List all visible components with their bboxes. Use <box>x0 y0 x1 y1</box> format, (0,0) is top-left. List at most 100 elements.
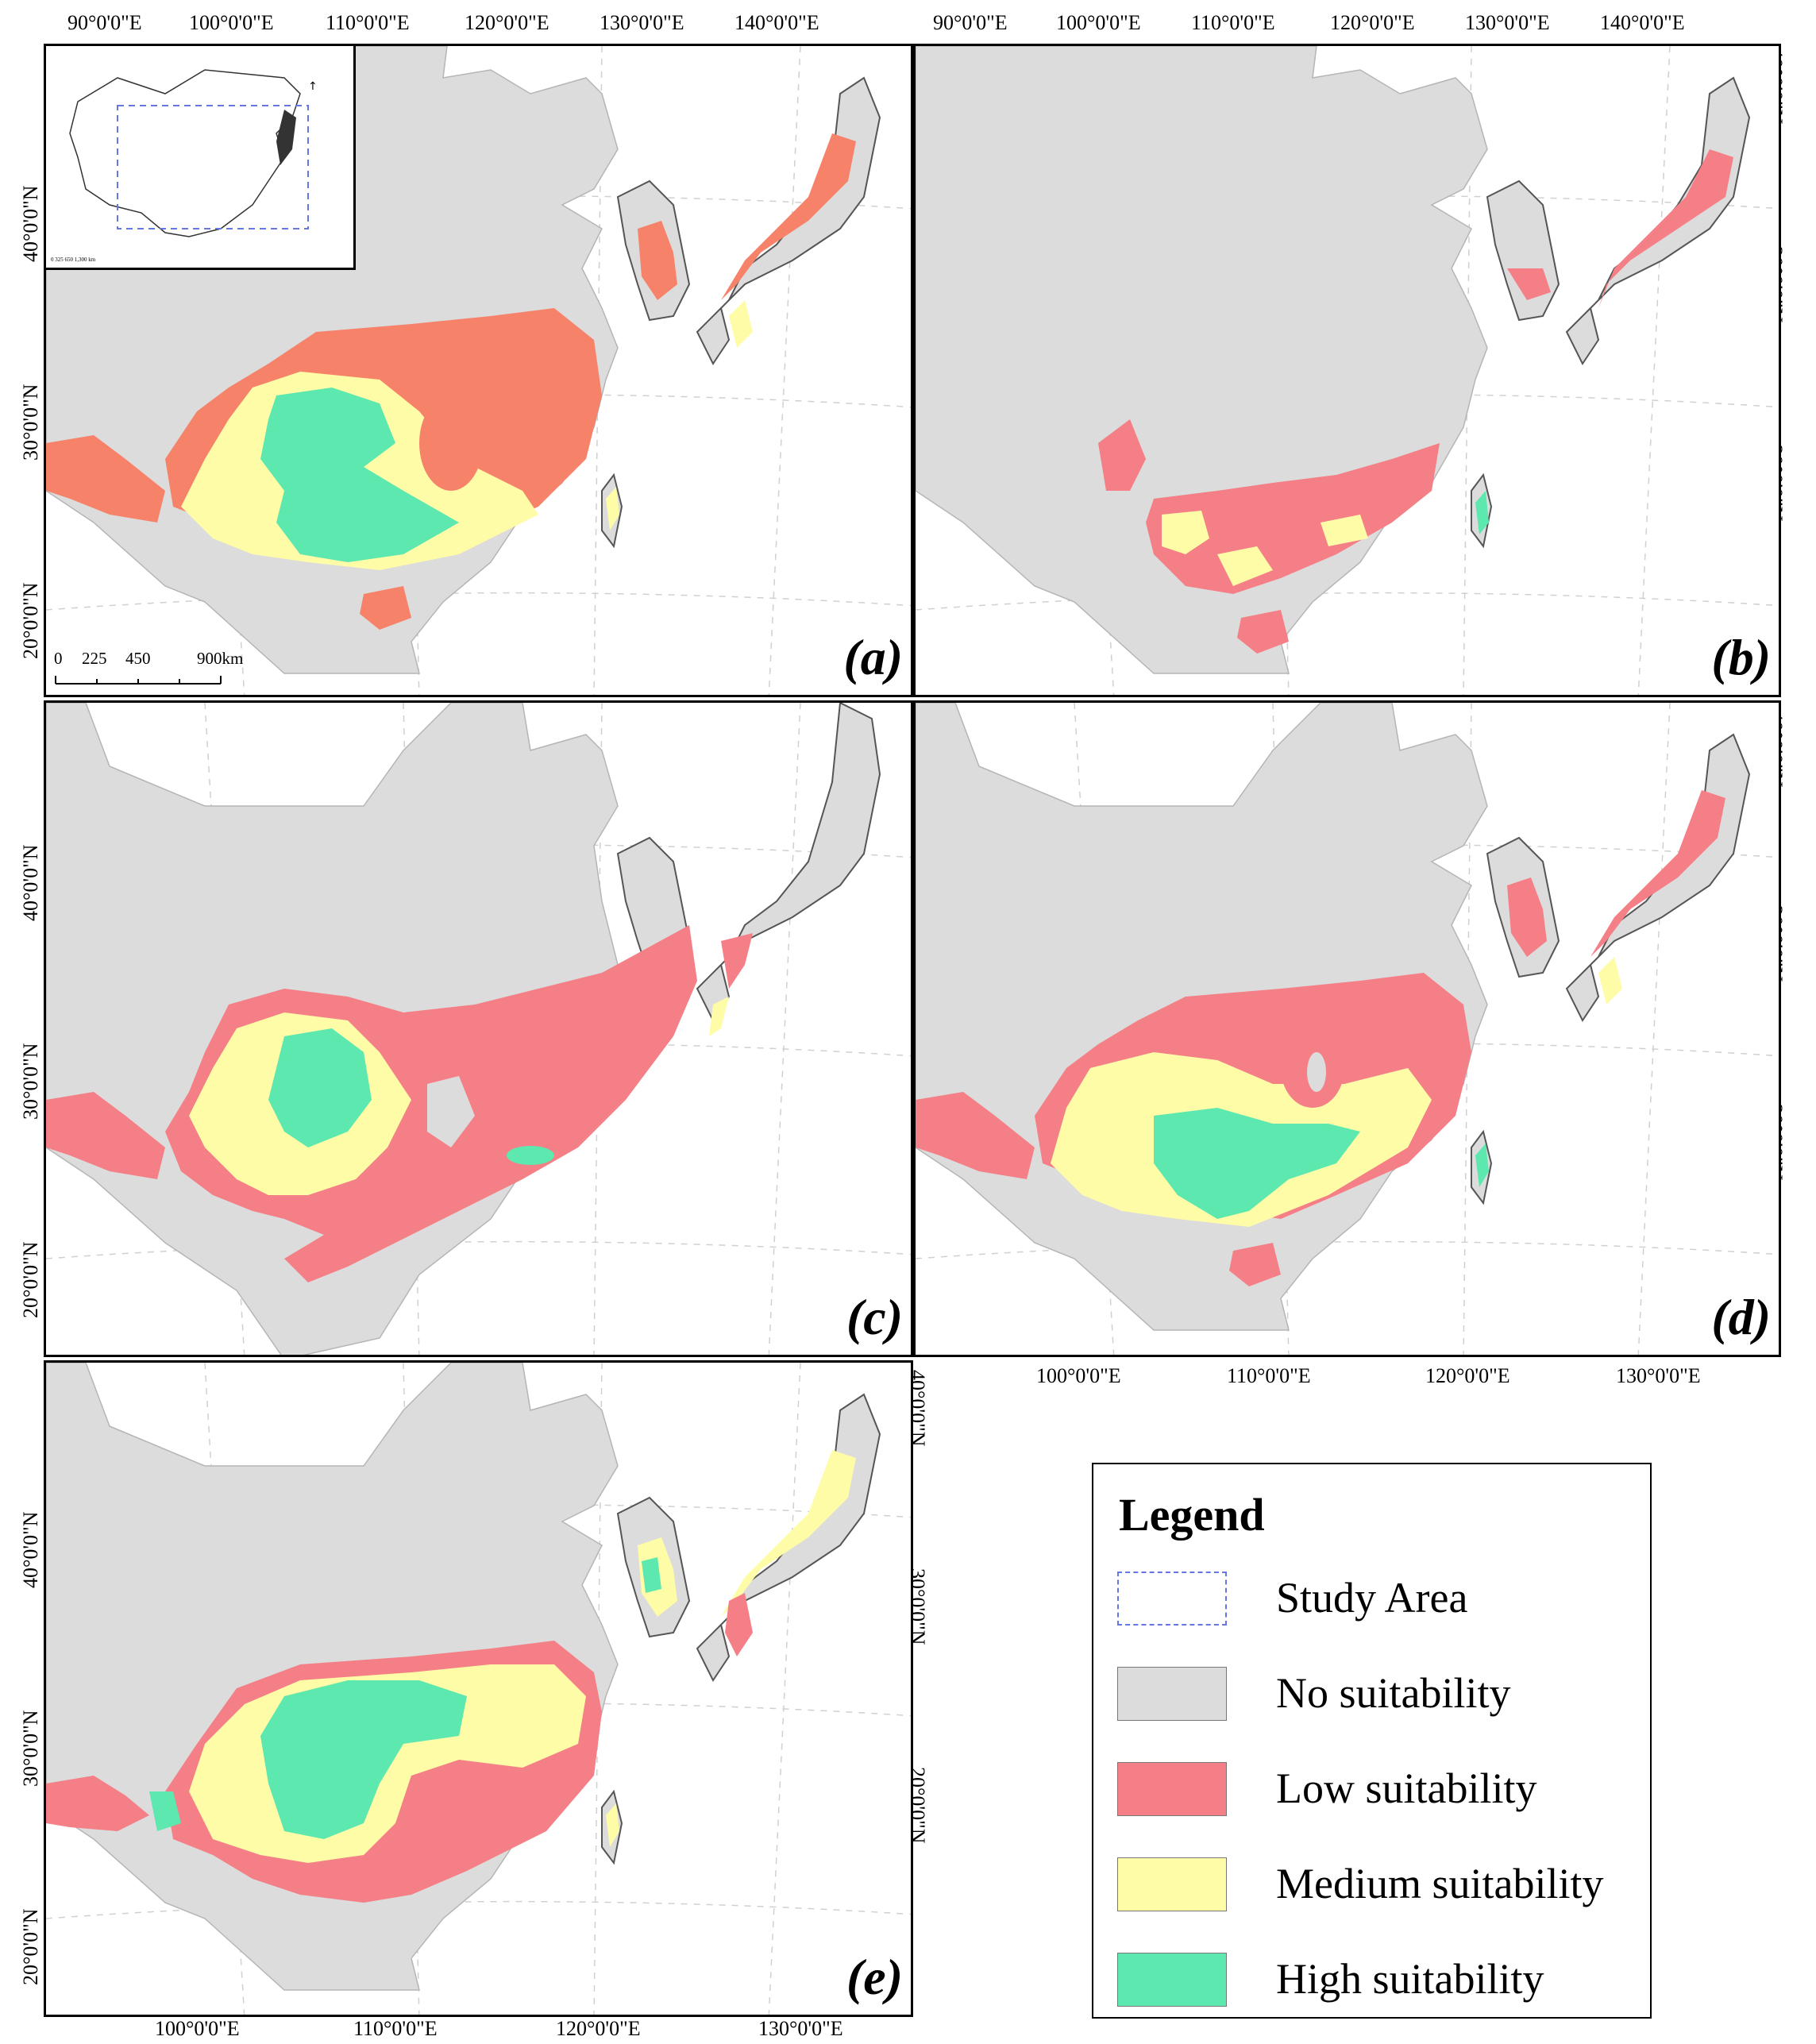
no-patch <box>1307 1052 1326 1092</box>
japan-medium <box>709 997 729 1036</box>
map-d-graphic <box>916 703 1779 1355</box>
study-area-swatch <box>1117 1572 1227 1626</box>
no-patch-interior <box>427 1076 475 1147</box>
china-outline <box>69 69 301 237</box>
scale-tick: 0 <box>54 649 63 668</box>
legend-item-medium: Medium suitability <box>1117 1857 1641 1937</box>
lat-label: 20°0'0"N <box>19 582 42 659</box>
panel-label: (d) <box>1711 1289 1771 1345</box>
high-patch <box>507 1146 554 1165</box>
japan-low <box>721 933 753 989</box>
legend-label: Medium suitability <box>1276 1860 1604 1907</box>
lon-label: 100°0'0"E <box>155 2017 240 2040</box>
high-region <box>260 388 459 562</box>
lon-label: 120°0'0"E <box>556 2017 641 2040</box>
taiwan-high <box>1475 1143 1489 1187</box>
lat-label: 30°0'0"N <box>19 1710 42 1787</box>
lat-label: 40°0'0"N <box>19 844 42 921</box>
lon-label: 120°0'0"E <box>1425 1364 1510 1387</box>
lat-label: 30°0'0"N <box>19 1043 42 1120</box>
lon-label: 100°0'0"E <box>189 11 274 34</box>
panel-label: (b) <box>1711 629 1771 685</box>
japan-medium <box>729 300 753 348</box>
taiwan-medium <box>606 1803 619 1847</box>
legend-label: High suitability <box>1276 1955 1544 2003</box>
legend-item-high: High suitability <box>1117 1953 1641 2032</box>
korea-low <box>638 221 677 300</box>
scale-tick: 450 <box>125 649 151 668</box>
japan-no-suitability <box>696 703 881 1022</box>
japan-medium <box>721 1450 856 1617</box>
scale-tick: 900km <box>197 649 244 668</box>
lon-label: 110°0'0"E <box>326 11 410 34</box>
high-west <box>149 1791 181 1831</box>
map-b-graphic <box>916 46 1779 695</box>
map-panel-e: (e) <box>44 1360 913 2017</box>
legend-label: Study Area <box>1276 1574 1468 1622</box>
north-arrow-icon: ↑ <box>308 80 318 93</box>
low-southwest <box>46 1776 149 1831</box>
scale-bar-graphic <box>55 676 222 685</box>
legend-label: No suitability <box>1276 1669 1511 1717</box>
low-suitability-swatch <box>1117 1762 1227 1816</box>
japan-low <box>725 1593 753 1656</box>
hainan <box>1229 1243 1281 1286</box>
low-west <box>1098 419 1146 491</box>
map-panel-b: (b) <box>913 44 1781 697</box>
no-suitability-swatch <box>1117 1667 1227 1721</box>
panel-label: (c) <box>846 1289 903 1345</box>
high-region <box>1154 1108 1360 1219</box>
study-area-box <box>117 105 309 229</box>
high-region <box>268 1028 372 1147</box>
high-region <box>260 1680 467 1839</box>
lon-label: 110°0'0"E <box>1227 1364 1311 1387</box>
lon-label: 130°0'0"E <box>758 2017 843 2040</box>
lon-label: 130°0'0"E <box>1616 1364 1701 1387</box>
inset-locator-map: ↑ 0 325 650 1,300 km <box>46 46 356 270</box>
hainan <box>360 1926 411 1970</box>
japan-low <box>1598 149 1733 308</box>
map-e-graphic <box>46 1363 911 2015</box>
lon-label: 120°0'0"E <box>1330 11 1415 34</box>
lon-label: 90°0'0"E <box>67 11 142 34</box>
japan-inset <box>276 110 296 165</box>
medium-patches <box>1162 511 1368 586</box>
low-southwest <box>46 435 165 523</box>
taiwan-medium <box>606 487 619 530</box>
map-c-graphic <box>46 703 911 1355</box>
lon-label: 110°0'0"E <box>1191 11 1275 34</box>
lon-label: 140°0'0"E <box>1600 11 1685 34</box>
korea-low <box>1507 268 1551 300</box>
legend-title: Legend <box>1119 1489 1265 1541</box>
high-suitability-swatch <box>1117 1953 1227 2007</box>
lon-label: 100°0'0"E <box>1056 11 1141 34</box>
scale-tick: 225 <box>82 649 107 668</box>
inset-graphic: ↑ <box>69 69 318 237</box>
legend-label: Low suitability <box>1276 1764 1537 1812</box>
hainan <box>360 586 411 630</box>
japan-medium <box>1598 957 1622 1005</box>
legend-item-no: No suitability <box>1117 1667 1641 1746</box>
map-panel-a: ↑ 0 325 650 1,300 km 0 225 450 900km (a) <box>44 44 913 697</box>
legend-item-study-area: Study Area <box>1117 1572 1641 1651</box>
inset-scale-text: 0 325 650 1,300 km <box>51 256 96 263</box>
low-patch <box>419 395 483 491</box>
legend-box: Legend Study Area No suitability Low sui… <box>1092 1463 1652 2019</box>
lat-label: 20°0'0"N <box>19 1241 42 1318</box>
medium-suitability-swatch <box>1117 1857 1227 1911</box>
lon-label: 130°0'0"E <box>1465 11 1550 34</box>
japan-no-suitability <box>1565 76 1751 365</box>
lon-label: 100°0'0"E <box>1036 1364 1121 1387</box>
korea-no-suitability <box>1486 179 1560 322</box>
lon-label: 120°0'0"E <box>465 11 549 34</box>
low-southwest <box>916 1092 1035 1179</box>
lon-label: 110°0'0"E <box>353 2017 438 2040</box>
panel-label: (e) <box>846 1949 903 2005</box>
legend-item-low: Low suitability <box>1117 1762 1641 1842</box>
hainan <box>1237 610 1289 654</box>
taiwan-high <box>1475 491 1489 534</box>
japan-low <box>721 133 856 300</box>
map-panel-d: (d) <box>913 700 1781 1357</box>
korea-high <box>642 1557 661 1593</box>
lon-label: 140°0'0"E <box>734 11 819 34</box>
